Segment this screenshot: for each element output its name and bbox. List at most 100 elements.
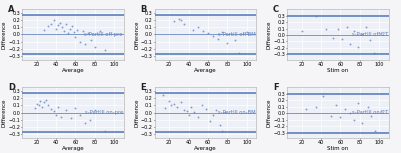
- Point: [219, 31, 226, 34]
- Point: [166, 100, 172, 102]
- Point: [358, 122, 365, 125]
- Point: [63, 109, 69, 112]
- Point: [48, 108, 55, 110]
- Point: [367, 39, 373, 41]
- Point: [195, 26, 201, 28]
- Point: [68, 24, 75, 27]
- Point: [67, 117, 74, 119]
- Point: [335, 28, 342, 30]
- Y-axis label: Difference: Difference: [267, 20, 272, 49]
- Point: [31, 107, 38, 109]
- Point: [101, 130, 108, 132]
- Point: [85, 32, 91, 34]
- Point: [185, 114, 192, 117]
- Point: [61, 30, 67, 32]
- Point: [372, 130, 379, 132]
- Point: [41, 29, 48, 31]
- Text: D: D: [8, 83, 15, 92]
- Point: [243, 31, 250, 34]
- Point: [53, 27, 59, 30]
- Y-axis label: Difference: Difference: [134, 20, 139, 49]
- Point: [378, 110, 385, 112]
- Point: [219, 130, 226, 132]
- Point: [168, 104, 174, 106]
- Point: [180, 108, 187, 111]
- Point: [355, 45, 361, 48]
- Point: [328, 114, 334, 117]
- Point: [190, 29, 196, 31]
- Point: [171, 20, 177, 23]
- Point: [58, 116, 64, 118]
- Point: [200, 30, 206, 33]
- Point: [207, 120, 213, 122]
- Point: [178, 101, 184, 104]
- Point: [55, 24, 61, 26]
- Point: [65, 32, 71, 34]
- Point: [88, 39, 94, 41]
- Point: [224, 42, 231, 44]
- Point: [35, 104, 42, 106]
- Point: [77, 114, 83, 117]
- Point: [203, 108, 209, 110]
- Point: [188, 106, 194, 108]
- Y-axis label: Difference: Difference: [267, 98, 272, 127]
- Y-axis label: Difference: Difference: [2, 98, 7, 127]
- Point: [195, 116, 201, 118]
- Point: [162, 107, 168, 109]
- Point: [33, 103, 40, 105]
- Point: [48, 22, 55, 25]
- Point: [45, 24, 51, 27]
- X-axis label: Average: Average: [194, 68, 217, 73]
- Point: [82, 121, 88, 124]
- Point: [176, 17, 182, 20]
- Text: A: A: [8, 5, 14, 14]
- Point: [67, 27, 73, 30]
- Point: [97, 30, 103, 33]
- X-axis label: Stim on: Stim on: [327, 146, 348, 151]
- X-axis label: Average: Average: [62, 68, 84, 73]
- Point: [39, 106, 46, 108]
- Point: [37, 100, 44, 102]
- Y-axis label: Difference: Difference: [134, 98, 139, 127]
- Text: s-PartIII off-pre: s-PartIII off-pre: [85, 32, 123, 37]
- Point: [347, 43, 353, 45]
- Point: [205, 32, 211, 34]
- Point: [371, 52, 378, 54]
- Point: [41, 101, 48, 104]
- Point: [171, 103, 177, 105]
- Point: [339, 38, 346, 40]
- Point: [337, 116, 344, 118]
- Point: [232, 39, 238, 41]
- Point: [355, 102, 361, 104]
- Text: s-PartIII on-2T: s-PartIII on-2T: [352, 110, 388, 115]
- Text: s-PartIII on-pre: s-PartIII on-pre: [85, 110, 123, 115]
- Point: [72, 107, 79, 109]
- Point: [330, 36, 336, 39]
- Point: [217, 124, 223, 127]
- Point: [45, 104, 51, 106]
- Point: [351, 30, 357, 32]
- X-axis label: Average: Average: [194, 146, 217, 151]
- Point: [53, 114, 59, 117]
- Point: [363, 26, 369, 28]
- Point: [57, 22, 63, 24]
- Point: [72, 36, 79, 39]
- Point: [63, 23, 69, 26]
- X-axis label: Average: Average: [62, 146, 84, 151]
- Point: [365, 105, 371, 108]
- Point: [323, 27, 329, 30]
- Point: [183, 110, 190, 112]
- Point: [342, 108, 348, 110]
- Point: [313, 105, 319, 108]
- Point: [74, 29, 81, 31]
- Point: [213, 109, 219, 112]
- Point: [92, 46, 98, 49]
- Point: [178, 19, 184, 21]
- Text: B: B: [140, 5, 147, 14]
- Text: C: C: [273, 5, 279, 14]
- Point: [368, 114, 375, 117]
- Point: [43, 98, 50, 101]
- Point: [378, 32, 385, 34]
- Point: [55, 106, 61, 108]
- Point: [303, 108, 310, 110]
